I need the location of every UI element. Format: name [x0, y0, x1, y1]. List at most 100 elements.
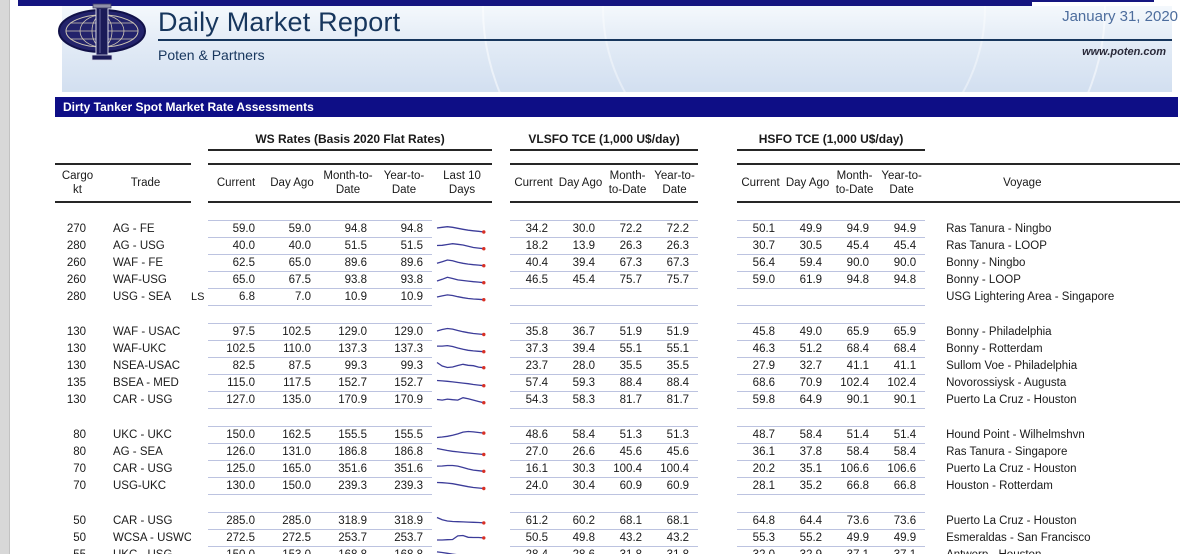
ws-value-cell: 130.0	[208, 477, 264, 495]
col-ws-month-to-date: Month-to- Date	[320, 163, 376, 203]
vlsfo-value-cell: 35.8	[510, 323, 558, 341]
spacer-underline	[604, 408, 652, 427]
trade-cell: CAR - USG	[113, 394, 173, 406]
column-gap	[925, 272, 945, 289]
ls-note-cell	[191, 221, 208, 238]
spacer-underline	[320, 408, 376, 427]
last-10-days-sparkline	[436, 481, 486, 490]
hsfo-value-cell: 45.4	[878, 237, 926, 255]
ws-value-cell: 7.0	[264, 288, 320, 306]
cargo-cell: 270	[66, 223, 86, 235]
hsfo-value-cell: 102.4	[878, 374, 926, 392]
voyage-cell: Bonny - Ningbo	[946, 257, 1026, 269]
column-gap	[698, 375, 737, 392]
table-row: 130 CAR - USG 127.0 135.0 170.9 170.9 54.3 58.3…	[55, 391, 1180, 409]
table-row: 260 WAF - FE 62.5 65.0 89.6 89.6 40.4 39.4 67.3 6…	[55, 254, 1180, 272]
col-vlsfo-year-to-date: Year-to- Date	[651, 163, 699, 203]
spacer-underline	[208, 408, 264, 427]
col-note	[191, 164, 208, 202]
table-row: 270 AG - FE 59.0 59.0 94.8 94.8 34.2 30.0 72.2 72…	[55, 220, 1180, 238]
ws-value-cell: 10.9	[376, 288, 432, 306]
trade-cell: AG - SEA	[113, 446, 163, 458]
vlsfo-value-cell: 26.3	[651, 237, 699, 255]
column-gap	[492, 478, 510, 495]
hsfo-value-cell	[831, 288, 879, 306]
hsfo-value-cell: 90.0	[831, 254, 879, 272]
hsfo-value-cell: 32.7	[784, 357, 832, 375]
hsfo-value-cell: 32.0	[737, 546, 785, 554]
website-link[interactable]: www.poten.com	[1082, 46, 1166, 58]
hsfo-value-cell: 106.6	[878, 460, 926, 478]
ws-value-cell: 94.8	[320, 220, 376, 238]
hsfo-value-cell: 56.4	[737, 254, 785, 272]
hsfo-value-cell: 41.1	[878, 357, 926, 375]
spacer-underline	[878, 202, 926, 221]
sparkline-cell	[432, 392, 492, 409]
ws-value-cell: 152.7	[376, 374, 432, 392]
column-gap	[925, 444, 945, 461]
vlsfo-value-cell: 37.3	[510, 340, 558, 358]
vlsfo-value-cell: 28.4	[510, 546, 558, 554]
hsfo-value-cell: 65.9	[831, 323, 879, 341]
vlsfo-value-cell	[510, 288, 558, 306]
column-gap	[492, 530, 510, 547]
ws-value-cell: 168.8	[376, 546, 432, 554]
vlsfo-value-cell: 48.6	[510, 426, 558, 444]
ws-value-cell: 239.3	[376, 477, 432, 495]
column-gap	[492, 202, 510, 221]
hsfo-value-cell: 49.9	[878, 529, 926, 547]
sparkline-cell	[432, 461, 492, 478]
vlsfo-value-cell: 23.7	[510, 357, 558, 375]
vlsfo-value-cell: 43.2	[651, 529, 699, 547]
col-ws-current: Current	[208, 163, 264, 203]
col-gap-bordered	[925, 163, 946, 203]
spacer-spark	[432, 306, 492, 324]
spacer-voyage	[945, 202, 1180, 221]
column-gap	[925, 392, 945, 409]
cargo-cell: 70	[73, 463, 86, 475]
rates-table-grid: WS Rates (Basis 2020 Flat Rates) VLSFO T…	[55, 124, 1181, 554]
last-10-days-sparkline	[436, 242, 486, 250]
spacer-underline	[878, 408, 926, 427]
spacer-underline	[376, 202, 432, 221]
vlsfo-value-cell: 50.5	[510, 529, 558, 547]
ws-value-cell: 186.8	[376, 443, 432, 461]
group-header-blank	[55, 124, 208, 150]
top-navy-bar-thin	[1032, 0, 1154, 2]
column-gap	[925, 202, 945, 221]
spacer-underline	[557, 202, 605, 221]
company-name: Poten & Partners	[158, 47, 265, 63]
group-header-row: WS Rates (Basis 2020 Flat Rates) VLSFO T…	[55, 124, 1180, 151]
table-row: 50 WCSA - USWC 272.5 272.5 253.7 253.7 50.5 49.…	[55, 529, 1180, 547]
voyage-cell: Novorossiysk - Augusta	[946, 377, 1067, 389]
table-row: 70 CAR - USG 125.0 165.0 351.6 351.6 16.1 30.3 1…	[55, 460, 1180, 478]
ws-value-cell: 102.5	[264, 323, 320, 341]
vlsfo-value-cell: 81.7	[604, 391, 652, 409]
group-gap	[492, 124, 510, 150]
sparkline-cell	[432, 324, 492, 341]
hsfo-value-cell: 94.9	[878, 220, 926, 238]
ws-value-cell: 87.5	[264, 357, 320, 375]
sparkline-cell	[432, 221, 492, 238]
column-gap	[492, 409, 510, 427]
hsfo-value-cell: 30.7	[737, 237, 785, 255]
vlsfo-value-cell: 46.5	[510, 271, 558, 289]
cargo-cell: 260	[66, 257, 86, 269]
cargo-cell: 50	[73, 532, 86, 544]
ws-value-cell: 272.5	[264, 529, 320, 547]
column-gap	[698, 444, 737, 461]
column-gap	[492, 375, 510, 392]
vlsfo-value-cell: 68.1	[604, 512, 652, 530]
trade-cell: BSEA - MED	[113, 377, 179, 389]
vlsfo-value-cell: 13.9	[557, 237, 605, 255]
vlsfo-value-cell: 24.0	[510, 477, 558, 495]
vlsfo-value-cell: 100.4	[604, 460, 652, 478]
ls-note-cell	[191, 341, 208, 358]
column-gap	[698, 478, 737, 495]
cargo-cell: 280	[66, 240, 86, 252]
section-title: Dirty Tanker Spot Market Rate Assessment…	[63, 100, 314, 114]
vlsfo-value-cell: 16.1	[510, 460, 558, 478]
spacer-underline	[208, 202, 264, 221]
table-body: 270 AG - FE 59.0 59.0 94.8 94.8 34.2 30.0 72.2 72…	[55, 202, 1180, 554]
